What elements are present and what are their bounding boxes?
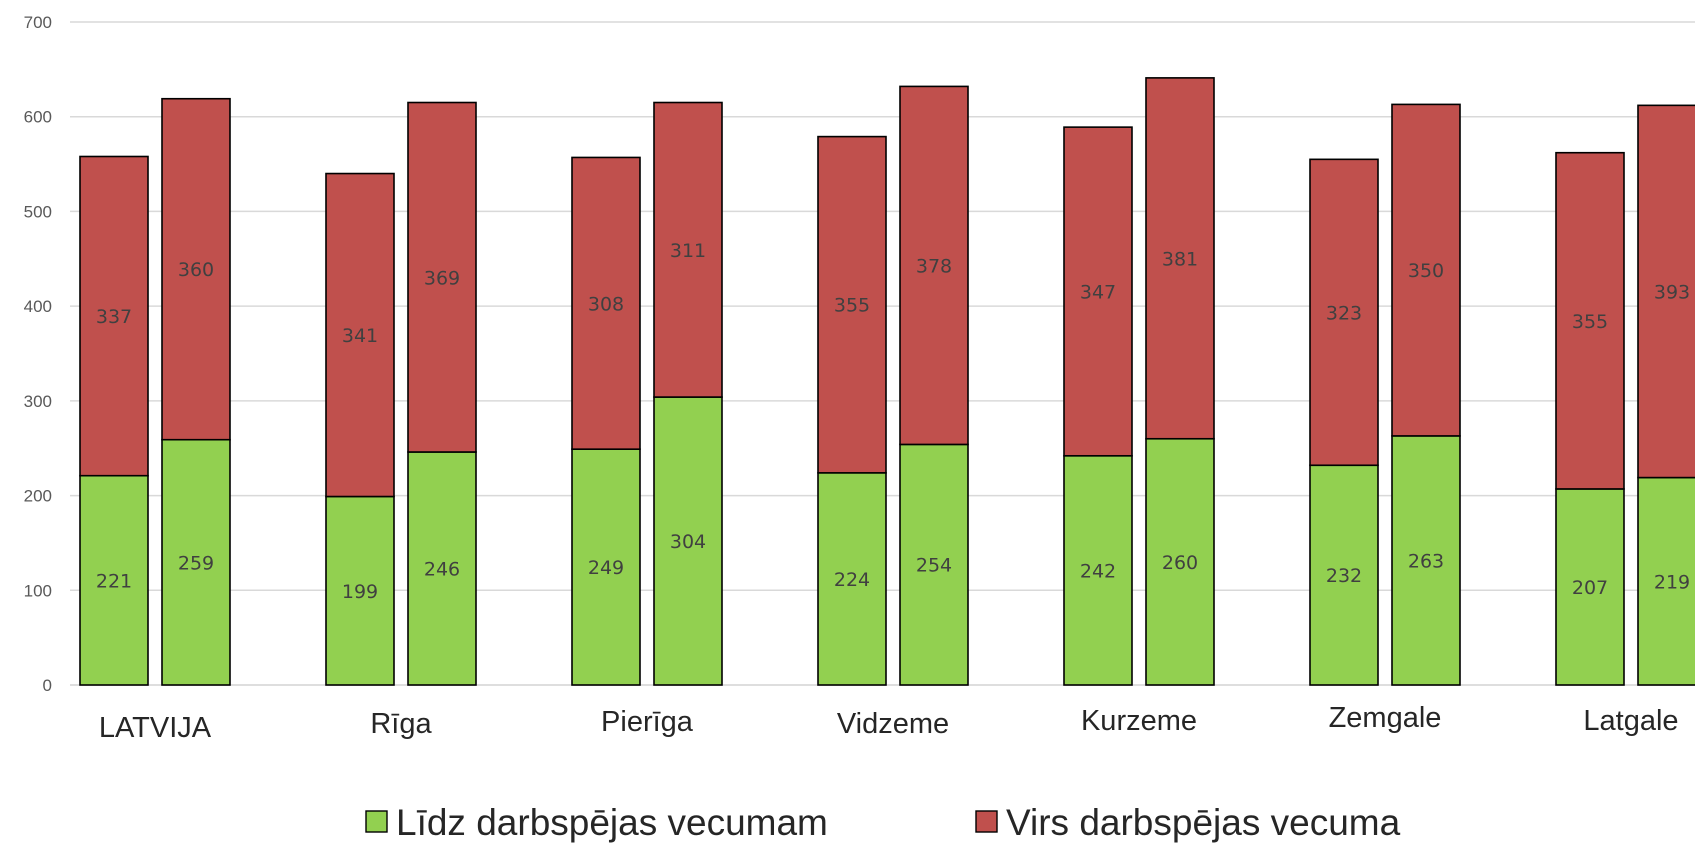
bar-segment-green <box>1637 476 1695 686</box>
bar-segment-red <box>1309 158 1379 467</box>
data-label: 254 <box>916 555 952 577</box>
bar-segment-red <box>653 101 723 398</box>
category-label: Rīga <box>370 708 432 740</box>
data-label: 355 <box>834 295 870 317</box>
legend-label: Virs darbspējas vecuma <box>1006 802 1401 843</box>
bar-segment-green <box>1145 437 1215 686</box>
data-label: 249 <box>588 557 624 579</box>
bar-segment-green <box>79 474 149 686</box>
bar-segment-red <box>79 155 149 477</box>
y-tick-label: 100 <box>24 581 52 600</box>
bars: 221 337 259 360 199 341 246 369 249 308 304 311 224 3… <box>79 77 1695 686</box>
data-label: 311 <box>670 240 706 262</box>
bar-segment-red <box>1063 126 1133 457</box>
data-label: 381 <box>1162 248 1198 270</box>
legend-swatch <box>365 810 388 833</box>
category-label: Kurzeme <box>1081 705 1197 737</box>
data-label: 242 <box>1080 560 1116 582</box>
bar-segment-green <box>1555 488 1625 686</box>
legend-label: Līdz darbspējas vecumam <box>396 802 828 843</box>
bar-segment-red <box>325 172 395 498</box>
data-label: 360 <box>178 259 214 281</box>
bar-segment-red <box>1637 104 1695 479</box>
bar-segment-green <box>571 448 641 686</box>
data-label: 260 <box>1162 552 1198 574</box>
bar-segment-green <box>1391 435 1461 686</box>
bar-segment-green <box>899 443 969 686</box>
y-tick-label: 0 <box>43 676 52 695</box>
y-tick-label: 200 <box>24 487 52 506</box>
category-label: Vidzeme <box>837 708 949 740</box>
category-label: LATVIJA <box>99 712 212 744</box>
bar-segment-red <box>1145 77 1215 440</box>
bar-segment-green <box>817 472 887 686</box>
data-label: 199 <box>342 581 378 603</box>
data-label: 304 <box>670 531 706 553</box>
bar-segment-green <box>325 495 395 686</box>
category-label: Zemgale <box>1329 702 1442 734</box>
data-label: 263 <box>1408 550 1444 572</box>
data-label: 341 <box>342 325 378 347</box>
bar-segment-red <box>571 156 641 450</box>
data-label: 355 <box>1572 311 1608 333</box>
data-label: 378 <box>916 255 952 277</box>
y-tick-label: 400 <box>24 297 52 316</box>
bar-segment-green <box>1063 454 1133 686</box>
data-label: 219 <box>1654 571 1690 593</box>
data-label: 232 <box>1326 565 1362 587</box>
category-label: Pierīga <box>601 706 694 738</box>
data-label: 350 <box>1408 260 1444 282</box>
data-label: 221 <box>96 570 132 592</box>
data-label: 369 <box>424 267 460 289</box>
data-label: 207 <box>1572 577 1608 599</box>
bar-segment-red <box>161 97 231 441</box>
y-tick-label: 500 <box>24 202 52 221</box>
y-tick-label: 700 <box>24 13 52 32</box>
data-label: 347 <box>1080 281 1116 303</box>
legend: Līdz darbspējas vecumam Virs darbspējas v… <box>365 802 1401 843</box>
y-axis-ticks: 0 100 200 300 400 500 600 700 <box>24 13 52 695</box>
bar-segment-red <box>1555 151 1625 490</box>
data-label: 393 <box>1654 281 1690 303</box>
data-label: 246 <box>424 559 460 581</box>
data-label: 308 <box>588 293 624 315</box>
y-tick-label: 300 <box>24 392 52 411</box>
bar-segment-green <box>161 438 231 686</box>
category-labels: LATVIJA Rīga Pierīga Vidzeme Kurzeme Zemgale L… <box>99 702 1679 744</box>
bar-segment-red <box>817 135 887 474</box>
data-label: 337 <box>96 306 132 328</box>
category-label: Latgale <box>1583 705 1678 737</box>
bar-segment-red <box>1391 103 1461 437</box>
bar-segment-green <box>1309 464 1379 686</box>
legend-swatch <box>975 810 998 833</box>
data-label: 259 <box>178 552 214 574</box>
y-tick-label: 600 <box>24 108 52 127</box>
bar-segment-red <box>407 101 477 453</box>
bar-segment-red <box>899 85 969 446</box>
data-label: 323 <box>1326 302 1362 324</box>
data-label: 224 <box>834 569 870 591</box>
